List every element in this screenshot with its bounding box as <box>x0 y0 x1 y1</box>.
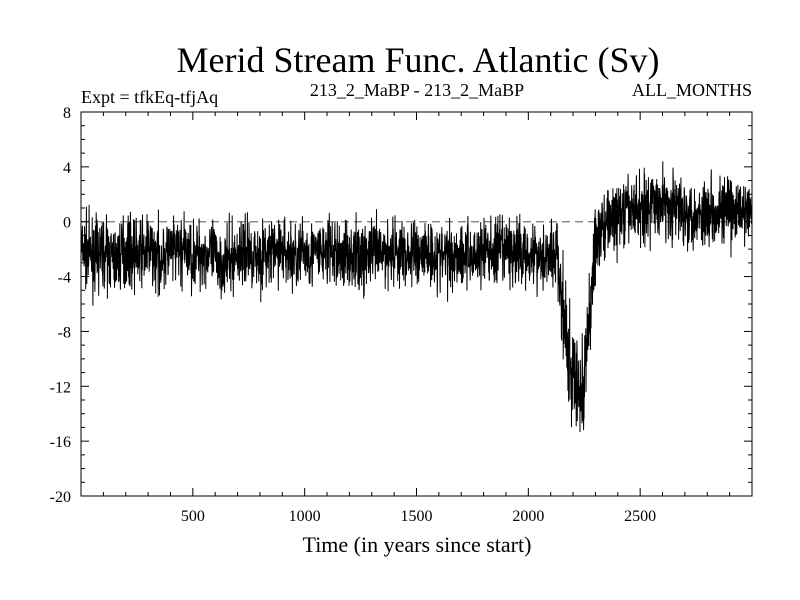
x-axis: 500 1000 1500 2000 2500 <box>102 112 731 525</box>
x-tick-label: 1500 <box>401 508 433 525</box>
y-tick-label: 4 <box>63 160 71 177</box>
x-axis-label: Time (in years since start) <box>303 532 532 557</box>
y-tick-label: -8 <box>58 324 71 341</box>
chart-title: Merid Stream Func. Atlantic (Sv) <box>177 40 660 80</box>
y-tick-label: -16 <box>50 434 71 451</box>
y-tick-label: -4 <box>58 270 71 287</box>
y-axis: 8 4 0 -4 -8 -12 -16 -20 <box>50 105 752 506</box>
plot-area <box>80 161 753 433</box>
months-label: ALL_MONTHS <box>632 80 752 100</box>
period-label: 213_2_MaBP - 213_2_MaBP <box>310 80 524 100</box>
series-line <box>80 161 753 433</box>
y-tick-label: -20 <box>50 489 71 506</box>
x-tick-label: 500 <box>181 508 205 525</box>
y-tick-label: 8 <box>63 105 71 122</box>
x-tick-label: 2000 <box>512 508 544 525</box>
plot-frame <box>80 111 753 497</box>
y-tick-label: -12 <box>50 379 71 396</box>
y-tick-label: 0 <box>63 215 71 232</box>
x-tick-label: 1000 <box>289 508 321 525</box>
experiment-label: Expt = tfkEq-tfjAq <box>81 87 218 107</box>
x-tick-label: 2500 <box>624 508 656 525</box>
